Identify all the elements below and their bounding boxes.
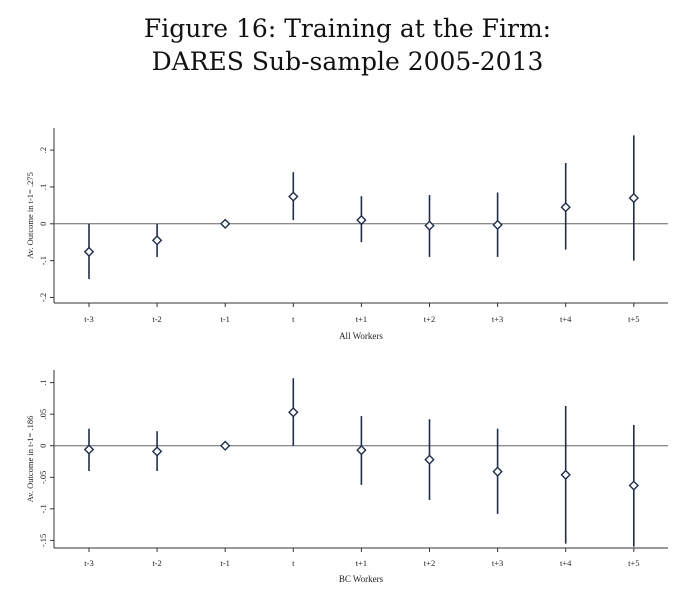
- point-estimate-marker: [220, 440, 231, 451]
- y-tick-label: -.2: [38, 293, 48, 302]
- x-tick-label: t+3: [492, 314, 503, 324]
- point-estimate-marker: [151, 235, 163, 246]
- point-estimate-marker: [628, 480, 639, 491]
- x-tick-label: t+5: [628, 314, 639, 324]
- point-estimate-marker: [560, 469, 571, 480]
- point-estimate-marker: [356, 444, 367, 456]
- y-tick-label: -.1: [38, 256, 48, 265]
- figure-title-line2: DARES Sub-sample 2005-2013: [151, 47, 544, 76]
- point-estimate-marker: [628, 192, 639, 204]
- point-estimate-marker: [560, 202, 571, 213]
- point-estimate-marker: [492, 466, 503, 477]
- x-tick-label: t+4: [560, 558, 572, 568]
- point-estimate-marker: [288, 191, 299, 202]
- y-tick-label: -.05: [38, 471, 48, 484]
- x-tick-label: t+4: [560, 314, 572, 324]
- x-tick-label: t+3: [492, 558, 503, 568]
- x-tick-label: t-1: [220, 558, 229, 568]
- x-tick-label: t: [292, 558, 295, 568]
- x-tick-label: t-2: [152, 558, 161, 568]
- point-estimate-marker: [288, 407, 299, 418]
- x-tick-label: t+5: [628, 558, 639, 568]
- y-axis-label: Av. Outcome in t-1= .275: [25, 172, 35, 259]
- y-tick-label: -.1: [38, 504, 48, 513]
- point-estimate-marker: [83, 246, 95, 257]
- x-axis-label: BC Workers: [339, 574, 384, 584]
- x-tick-label: t+1: [356, 558, 367, 568]
- figure-title: Figure 16: Training at the Firm: DARES S…: [0, 12, 695, 78]
- x-tick-label: t-3: [84, 314, 93, 324]
- y-axis-label: Av. Outcome in t-1= .186: [25, 416, 35, 503]
- chart-panel-2: -.15 -.1 -.05 0 .05 .1 Av. Outcome in t-1= .18…: [25, 370, 668, 584]
- x-tick-label: t-2: [152, 314, 161, 324]
- x-axis-label: All Workers: [339, 331, 383, 341]
- x-tick-label: t+1: [356, 314, 367, 324]
- point-estimate-marker: [356, 214, 367, 226]
- y-tick-label: 0: [38, 444, 48, 448]
- y-tick-label: .1: [38, 379, 48, 385]
- y-tick-label: 0: [38, 222, 48, 226]
- figure-title-line1: Figure 16: Training at the Firm:: [143, 14, 552, 43]
- x-tick-label: t+2: [424, 314, 435, 324]
- point-estimate-marker: [492, 219, 503, 231]
- y-tick-label: .1: [38, 184, 48, 190]
- chart-panel-1: -.2 -.1 0 .1 .2 Av. Outcome in t-1= .275 t-3 t-…: [25, 128, 668, 341]
- point-estimate-marker: [424, 220, 435, 231]
- point-estimate-marker: [151, 446, 163, 457]
- y-tick-label: .2: [38, 147, 48, 153]
- x-tick-label: t-1: [220, 314, 229, 324]
- point-estimate-marker: [83, 444, 95, 455]
- x-tick-label: t-3: [84, 558, 93, 568]
- y-tick-label: -.15: [38, 534, 48, 547]
- x-tick-label: t: [292, 314, 295, 324]
- x-tick-label: t+2: [424, 558, 435, 568]
- y-tick-label: .05: [38, 409, 48, 420]
- point-estimate-marker: [424, 454, 435, 465]
- point-estimate-marker: [220, 218, 231, 229]
